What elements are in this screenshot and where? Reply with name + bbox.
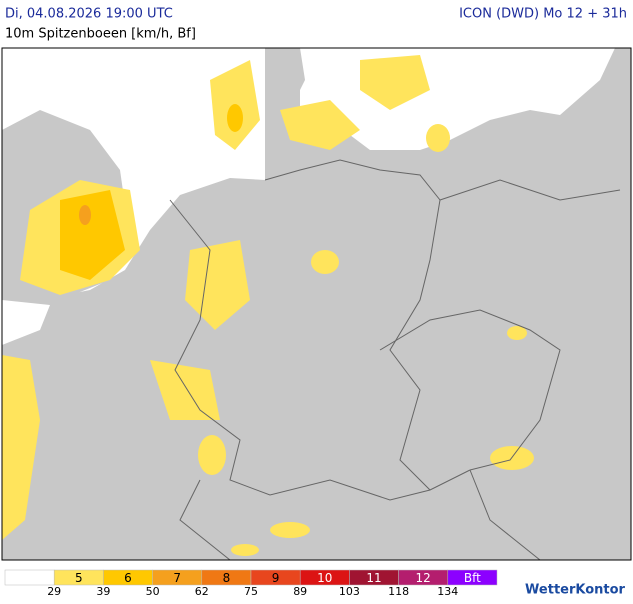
legend-label: 6 <box>124 571 132 585</box>
wind-area <box>150 360 220 420</box>
parameter: 10m Spitzenboeen [km/h, Bf] <box>5 27 196 42</box>
border <box>179 479 231 560</box>
brand: WetterKontor <box>525 583 626 598</box>
wind-area <box>60 190 125 280</box>
border <box>264 159 441 491</box>
legend-label: 5 <box>75 571 83 585</box>
wind-area <box>507 326 527 340</box>
wind-area <box>270 522 310 538</box>
legend-swatch <box>4 569 55 586</box>
legend-label: Bft <box>464 571 481 585</box>
map <box>1 47 632 561</box>
legend-threshold: 62 <box>195 585 209 598</box>
wind-area <box>185 240 250 330</box>
wind-area <box>311 250 339 274</box>
wind-area <box>79 205 91 225</box>
datetime: Di, 04.08.2026 19:00 UTC <box>5 7 173 22</box>
legend-label: 7 <box>173 571 181 585</box>
wind-area <box>360 55 430 110</box>
legend-threshold: 89 <box>293 585 307 598</box>
wind-area <box>198 435 226 475</box>
legend-threshold: 50 <box>146 585 160 598</box>
legend-label: 11 <box>366 571 381 585</box>
wind-area <box>227 104 243 132</box>
border <box>169 199 471 501</box>
legend-label: 9 <box>272 571 280 585</box>
legend-threshold: 134 <box>437 585 458 598</box>
legend-swatch <box>447 569 498 586</box>
channel <box>2 300 50 345</box>
legend-label: 8 <box>223 571 231 585</box>
border <box>439 179 621 201</box>
wind-area <box>426 124 450 152</box>
legend-threshold: 29 <box>47 585 61 598</box>
wind-area <box>2 355 40 540</box>
borders <box>169 159 621 560</box>
denmark <box>270 48 305 110</box>
wind-area <box>280 100 360 150</box>
legend-threshold: 39 <box>96 585 110 598</box>
legend-label: 12 <box>416 571 431 585</box>
legend-threshold: 103 <box>339 585 360 598</box>
legend-threshold: 75 <box>244 585 258 598</box>
map-frame <box>1 47 632 561</box>
border <box>469 469 541 560</box>
legend-threshold: 118 <box>388 585 409 598</box>
legend-label: 10 <box>317 571 332 585</box>
model-run: ICON (DWD) Mo 12 + 31h <box>459 7 627 22</box>
wind-area <box>231 544 259 556</box>
border <box>379 309 561 471</box>
